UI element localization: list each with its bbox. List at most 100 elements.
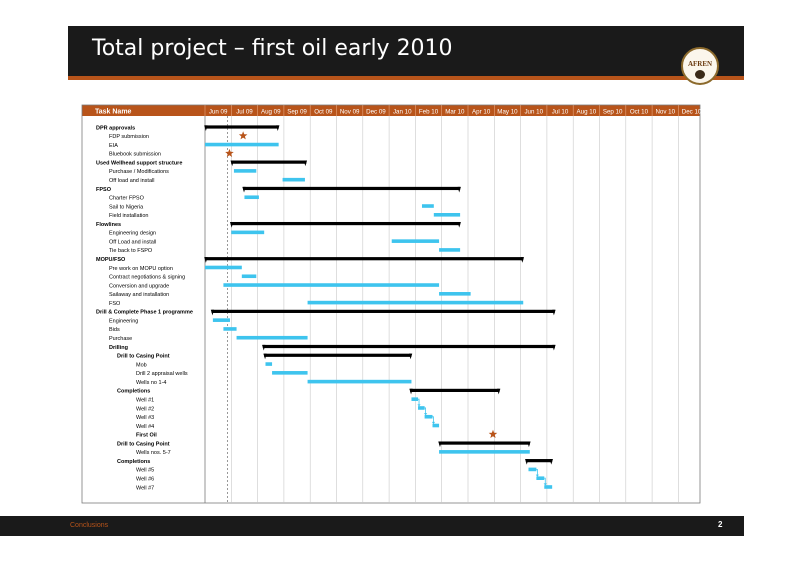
task-bar: [439, 450, 530, 454]
summary-bar-start-cap: [438, 441, 442, 448]
title-bar: [68, 26, 744, 76]
summary-bar-start-cap: [262, 344, 266, 351]
month-label: Jun 09: [209, 109, 228, 116]
task-label: FPSO: [96, 187, 112, 193]
task-label: Field installation: [109, 213, 148, 219]
task-label: Drill & Complete Phase 1 programme: [96, 310, 193, 316]
dependency-link: [432, 416, 434, 423]
month-label: Jul 09: [236, 109, 253, 116]
task-label: Contract negotiations & signing: [109, 275, 185, 281]
dependency-link: [418, 398, 420, 405]
task-label: Well #5: [136, 468, 154, 474]
page-number: 2: [718, 520, 723, 529]
dependency-link: [544, 477, 546, 484]
dependency-arrowhead: [424, 413, 428, 416]
dependency-arrowhead: [535, 474, 539, 477]
month-label: Nov 09: [340, 109, 360, 116]
summary-bar: [231, 160, 307, 164]
summary-bar-end-cap: [520, 257, 525, 263]
milestone-star: [238, 131, 248, 140]
task-bar: [265, 362, 273, 366]
summary-bar: [230, 221, 461, 226]
month-labels: Jun 09 Jul 09 Aug 09 Sep 09 Oct 09 Nov 09 Dec …: [209, 109, 702, 116]
task-bar: [536, 476, 545, 480]
company-logo: AFREN: [681, 47, 719, 85]
task-label: Drill to Casing Point: [117, 354, 170, 360]
month-label: Jul 10: [552, 109, 569, 116]
task-label: Well #3: [136, 415, 154, 421]
milestone-star: [488, 429, 498, 438]
task-label: Off load and install: [109, 178, 154, 184]
footer-section-label: Conclusions: [70, 522, 109, 529]
task-label: Well #4: [136, 424, 154, 430]
task-bar: [528, 467, 537, 472]
task-bars: [204, 125, 556, 489]
title-accent-line: [68, 76, 744, 80]
task-bar: [439, 248, 461, 252]
month-label: Sep 09: [287, 109, 307, 116]
task-label: DPR approvals: [96, 125, 135, 131]
task-label: Off Load and install: [109, 239, 156, 245]
month-label: Mar 10: [445, 109, 465, 116]
task-label: Drilling: [109, 345, 128, 351]
month-label: Dec 09: [366, 109, 386, 116]
gantt-border: [81, 104, 701, 504]
dependency-arrowhead: [431, 421, 436, 425]
summary-bar: [211, 309, 555, 313]
month-label: Apr 10: [472, 109, 491, 116]
task-label: Purchase: [109, 336, 132, 342]
summary-bar: [264, 353, 412, 357]
summary-bar-start-cap: [210, 309, 215, 316]
month-grid: [204, 105, 679, 503]
task-label: Sailaway and installation: [109, 292, 169, 298]
task-label: Used Wellhead support structure: [96, 160, 182, 166]
dependency-link: [536, 469, 538, 476]
task-bar: [212, 318, 230, 322]
task-label: Wells no 1-4: [136, 380, 166, 386]
task-label: Sail to Nigeria: [109, 204, 144, 210]
summary-bar-end-cap: [552, 344, 556, 351]
task-bar: [244, 195, 259, 200]
summary-bar-end-cap: [552, 309, 556, 316]
summary-bar-start-cap: [409, 388, 413, 395]
task-label: Drill to Casing Point: [117, 441, 170, 447]
summary-bar: [525, 459, 553, 463]
summary-bar-end-cap: [276, 125, 280, 131]
task-label: EIA: [109, 143, 118, 149]
task-label: Conversion and upgrade: [109, 283, 169, 289]
task-name-header: Task Name: [95, 109, 132, 116]
month-label: Jun 10: [524, 109, 543, 116]
task-bar: [544, 485, 553, 489]
summary-bar-start-cap: [230, 160, 234, 167]
footer-bar: [0, 516, 744, 536]
task-label: Well #7: [136, 485, 154, 491]
summary-bar: [205, 125, 279, 129]
task-label: Well #6: [136, 477, 154, 483]
summary-bar-end-cap: [527, 441, 531, 448]
month-label: Jan 10: [393, 109, 412, 116]
task-bar: [307, 379, 412, 384]
task-bar: [307, 300, 524, 305]
task-bar: [411, 397, 419, 401]
summary-bar: [439, 441, 530, 445]
task-bar: [272, 371, 308, 375]
task-label: Mob: [136, 362, 147, 368]
month-label: Aug 09: [261, 109, 281, 116]
task-bar: [282, 177, 305, 182]
task-bar: [418, 406, 425, 410]
task-bar: [424, 414, 433, 419]
task-label: Drill 2 appraisal wells: [136, 371, 188, 377]
month-label: Dec 10: [682, 109, 702, 116]
task-bar: [223, 327, 237, 331]
month-label: Oct 10: [630, 109, 649, 116]
summary-bar-start-cap: [525, 459, 529, 465]
dependency-arrowhead: [543, 483, 547, 486]
task-label: Tie back to FSPO: [109, 248, 153, 254]
summary-bar-start-cap: [204, 125, 208, 131]
dependency-arrowhead: [417, 404, 421, 407]
task-label: Completions: [117, 389, 150, 395]
task-label: MOPU/FSO: [96, 257, 126, 263]
task-label: Flowlines: [96, 222, 121, 228]
summary-bar-start-cap: [204, 257, 208, 263]
